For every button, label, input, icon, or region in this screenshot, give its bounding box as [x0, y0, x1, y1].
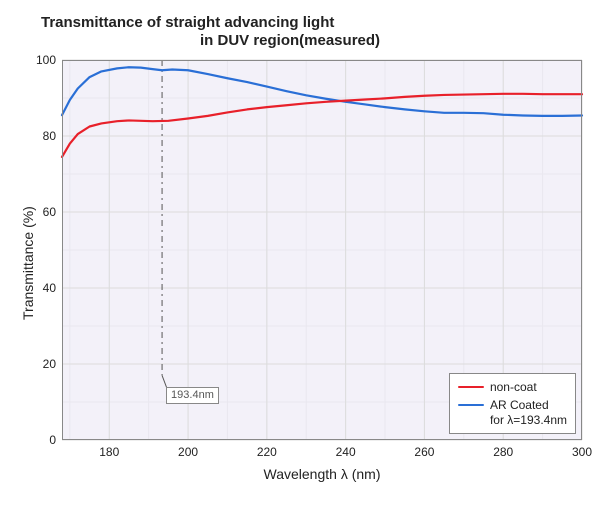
legend-label: non-coat: [490, 380, 537, 394]
legend-item: non-coat: [458, 380, 567, 394]
y-axis-label: Transmittance (%): [20, 206, 36, 320]
x-tick: 280: [491, 446, 515, 458]
y-tick: 100: [36, 54, 56, 66]
x-tick: 220: [255, 446, 279, 458]
legend-swatch: [458, 404, 484, 406]
y-tick: 80: [43, 130, 56, 142]
marker-label-text: 193.4nm: [171, 389, 214, 401]
marker-label: 193.4nm: [166, 387, 219, 404]
legend-label: AR Coated for λ=193.4nm: [490, 398, 567, 427]
x-tick: 180: [97, 446, 121, 458]
chart-title-line1: Transmittance of straight advancing ligh…: [41, 14, 334, 31]
y-tick: 20: [43, 358, 56, 370]
x-tick: 200: [176, 446, 200, 458]
legend: non-coat AR Coated for λ=193.4nm: [449, 373, 576, 434]
legend-swatch: [458, 386, 484, 388]
y-tick: 40: [43, 282, 56, 294]
y-tick: 0: [49, 434, 56, 446]
x-axis-label: Wavelength λ (nm): [62, 466, 582, 482]
x-tick: 260: [412, 446, 436, 458]
chart-title-line2: in DUV region(measured): [200, 32, 380, 49]
y-tick: 60: [43, 206, 56, 218]
chart-frame: Transmittance of straight advancing ligh…: [0, 0, 600, 505]
x-tick: 240: [334, 446, 358, 458]
x-tick: 300: [570, 446, 594, 458]
legend-item: AR Coated for λ=193.4nm: [458, 398, 567, 427]
